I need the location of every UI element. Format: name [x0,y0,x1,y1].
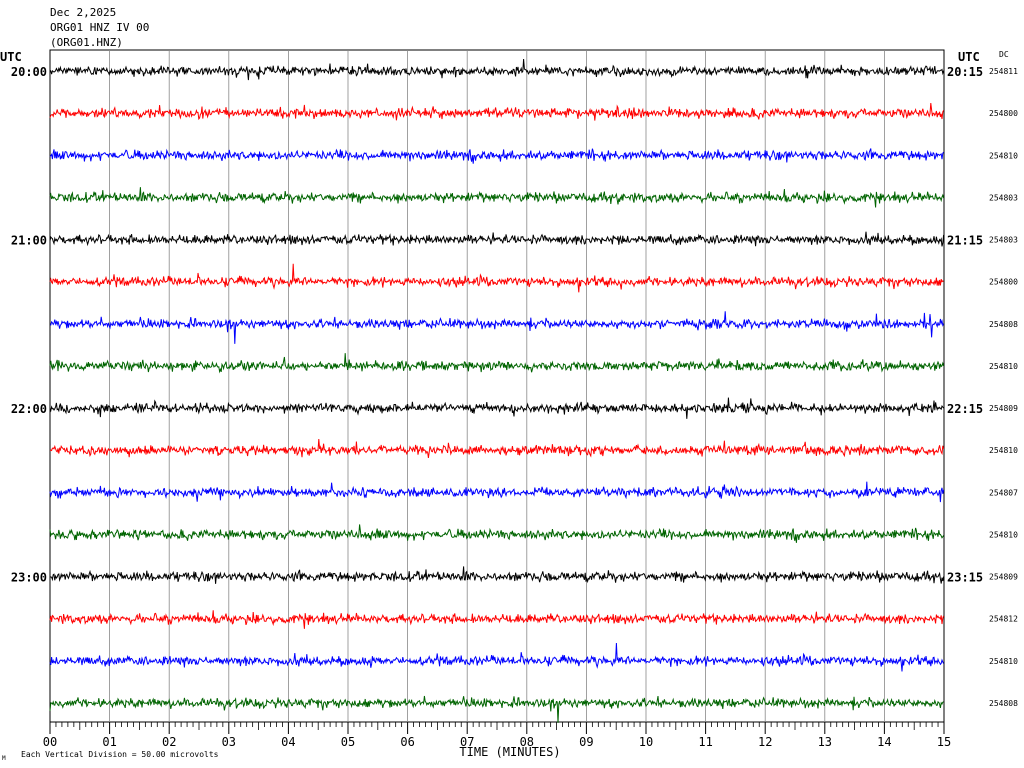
trace-line [49,695,944,723]
trace-dc-value: 254810 [989,657,1018,666]
trace-start-time: 23:00 [11,571,47,585]
trace-line [49,103,945,121]
trace-lines [49,58,945,723]
trace-line [49,187,945,208]
x-tick-label: 03 [222,735,236,749]
trace-dc-value: 254808 [989,699,1018,708]
plot-frame [49,49,945,723]
trace-line [49,231,945,247]
trace-line [49,642,945,672]
trace-dc-value: 254810 [989,362,1018,371]
left-tz-label: UTC [0,50,22,64]
x-tick-label: 01 [102,735,116,749]
trace-end-time: 21:15 [947,234,983,248]
trace-line [49,311,945,344]
trace-line [49,58,945,81]
trace-dc-value: 254807 [989,488,1018,497]
header-date: Dec 2,2025 [50,6,116,19]
trace-dc-value: 254800 [989,278,1018,287]
x-tick-label: 06 [400,735,414,749]
trace-dc-value: 254800 [989,109,1018,118]
trace-dc-value: 254803 [989,236,1018,245]
x-tick-label: 15 [937,735,951,749]
trace-line [49,566,945,584]
trace-dc-value: 254810 [989,151,1018,160]
trace-end-time: 22:15 [947,402,983,416]
corner-mark: M [2,755,6,762]
trace-line [49,438,945,458]
scale-footer: Each Vertical Division = 50.00 microvolt… [21,750,219,759]
trace-start-time: 22:00 [11,402,47,416]
x-tick-label: 09 [579,735,593,749]
trace-line [49,397,944,419]
x-axis-title: TIME (MINUTES) [459,745,560,759]
trace-line [49,148,944,164]
trace-dc-value: 254809 [989,573,1018,582]
x-tick-label: 04 [281,735,295,749]
x-axis: 00 01 02 03 04 05 06 07 08 09 10 11 12 13 14 15 [43,722,951,749]
trace-line [49,610,945,629]
trace-line [49,481,945,503]
x-tick-label: 00 [43,735,57,749]
x-tick-label: 05 [341,735,355,749]
trace-line [49,263,944,293]
trace-end-time: 20:15 [947,65,983,79]
trace-start-time: 20:00 [11,65,47,79]
trace-dc-value: 254803 [989,193,1018,202]
trace-dc-value: 254810 [989,446,1018,455]
trace-dc-value: 254812 [989,615,1018,624]
x-tick-label: 12 [758,735,772,749]
trace-labels: 20:00 20:15 254811 254800 254810 254803 21:00 2… [11,65,1018,708]
header-channel: (ORG01.HNZ) [50,36,123,49]
right-tz-label: UTC [958,50,980,64]
x-tick-label: 13 [818,735,832,749]
x-tick-label: 14 [877,735,891,749]
header-station: ORG01 HNZ IV 00 [50,21,149,34]
x-tick-label: 10 [639,735,653,749]
trace-dc-value: 254809 [989,404,1018,413]
x-tick-label: 07 [460,735,474,749]
dc-label: DC [999,50,1009,59]
trace-end-time: 23:15 [947,571,983,585]
x-tick-label: 11 [698,735,712,749]
trace-dc-value: 254811 [989,67,1018,76]
trace-dc-value: 254810 [989,530,1018,539]
trace-dc-value: 254808 [989,320,1018,329]
trace-line [49,524,945,543]
x-tick-label: 08 [520,735,534,749]
trace-start-time: 21:00 [11,234,47,248]
minute-gridlines [109,50,885,722]
trace-line [49,353,945,374]
x-tick-label: 02 [162,735,176,749]
